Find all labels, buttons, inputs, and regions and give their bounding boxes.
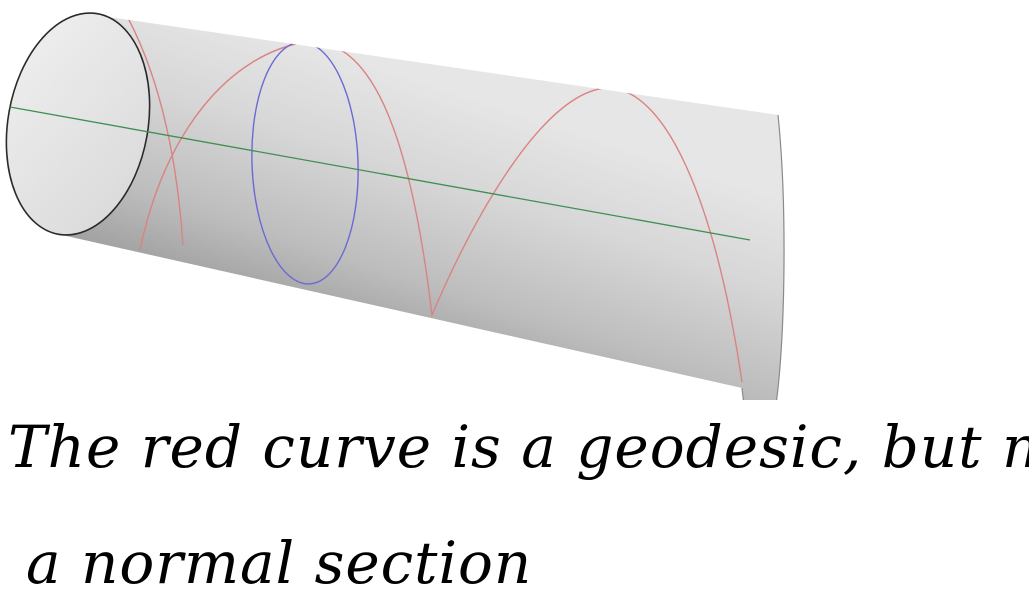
red-geodesic-curve (127, 17, 743, 383)
cylinder-figure (5, 12, 785, 400)
cylinder-surface (62, 15, 785, 400)
cylinder-left-end (5, 12, 151, 236)
caption-line-2: a normal section (26, 529, 533, 597)
green-axis-line (9, 106, 751, 241)
caption-line-1: The red curve is a geodesic, but not (8, 413, 1029, 481)
